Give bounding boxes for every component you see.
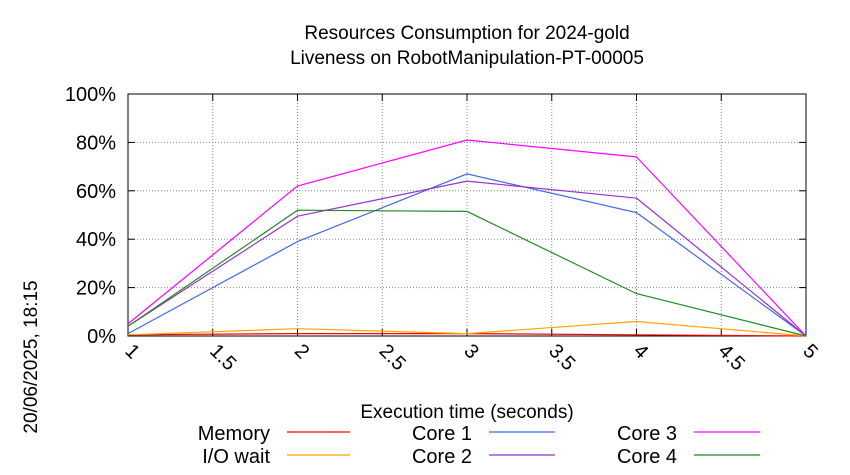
timestamp-label: 20/06/2025, 18:15 [21, 280, 42, 433]
chart-title-line-2: Liveness on RobotManipulation-PT-00005 [290, 48, 644, 69]
chart-title-line-1: Resources Consumption for 2024-gold [304, 23, 629, 44]
y-tick-label: 100% [65, 84, 116, 106]
y-tick-label: 40% [76, 229, 116, 251]
series-line-core-1 [127, 173, 807, 337]
x-tick-label: 2 [290, 340, 313, 363]
x-tick-label: 4.5 [714, 340, 749, 375]
y-tick-label: 60% [76, 181, 116, 203]
y-tick-label: 20% [76, 278, 116, 300]
series-line-core-4 [127, 209, 807, 337]
series-line-i-o-wait [127, 320, 807, 337]
x-tick-label: 3 [459, 340, 482, 363]
legend-label-core-1: Core 1 [412, 423, 472, 445]
legend-label-memory: Memory [198, 423, 270, 445]
x-tick-label: 4 [629, 340, 652, 363]
series-line-core-3 [127, 139, 807, 337]
legend-label-core-4: Core 4 [617, 446, 677, 468]
legend-label-i-o-wait: I/O wait [202, 446, 270, 468]
x-tick-label: 3.5 [544, 340, 579, 375]
y-tick-label: 80% [76, 132, 116, 154]
y-tick-labels: 0% 20% 40% 60% 80% 100% [65, 84, 116, 348]
x-tick-labels: 1 1.5 2 2.5 3 3.5 4 4.5 5 [120, 340, 821, 375]
plot-border [127, 93, 807, 337]
x-axis-label: Execution time (seconds) [360, 402, 573, 423]
x-tick-label: 1.5 [205, 340, 240, 375]
legend-label-core-2: Core 2 [412, 446, 472, 468]
legend-label-core-3: Core 3 [617, 423, 677, 445]
y-tick-label: 0% [87, 326, 116, 348]
series-line-core-2 [127, 180, 807, 337]
series-lines [127, 139, 807, 337]
x-tick-label: 5 [798, 340, 821, 363]
grid-lines [127, 93, 807, 337]
x-tick-label: 1 [120, 340, 143, 363]
x-tick-label: 2.5 [375, 340, 410, 375]
